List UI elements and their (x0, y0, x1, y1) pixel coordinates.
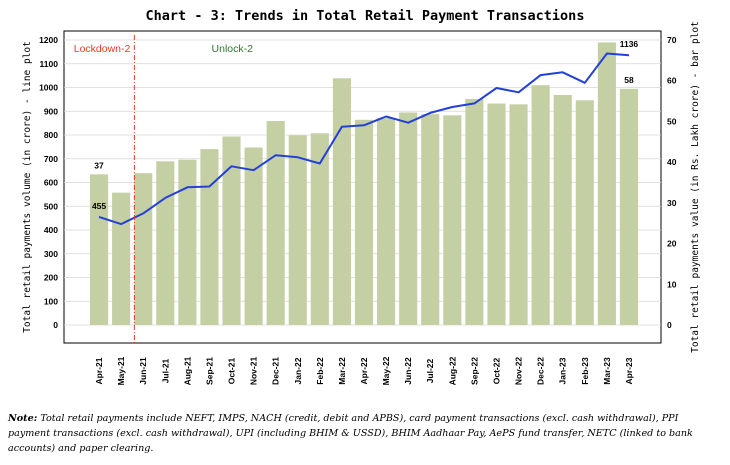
x-tick-Sep-21: Sep-21 (204, 357, 214, 385)
x-tick-Nov-22: Nov-22 (514, 357, 524, 386)
x-tick-Dec-21: Dec-21 (271, 357, 281, 385)
x-tick-Oct-22: Oct-22 (491, 358, 501, 385)
x-tick-Oct-21: Oct-21 (227, 358, 237, 385)
bar-Dec-22 (531, 85, 550, 325)
line-series (98, 52, 630, 226)
bar-Nov-21 (244, 147, 263, 325)
volume-line (98, 52, 630, 226)
footnote: Note: Total retail payments include NEFT… (8, 411, 723, 456)
x-tick-Jan-23: Jan-23 (558, 357, 568, 384)
bar-Aug-21 (178, 159, 197, 325)
left-axis-ticks: 0 100 200 300 400 500 600 700 800 900 1000 1100 1200 (39, 35, 58, 330)
annotations: Lockdown-2 Unlock-2 (74, 35, 253, 343)
data-label-455: 455 (92, 201, 106, 211)
x-tick-Jan-22: Jan-22 (293, 357, 303, 384)
x-tick-Nov-21: Nov-21 (249, 357, 259, 386)
bar-Oct-21 (222, 136, 241, 325)
chart: 0100200300400500600700800900100011001200… (22, 21, 701, 385)
y-left-tick-500: 500 (44, 201, 58, 211)
y-left-tick-100: 100 (44, 296, 58, 306)
bar-Mar-23 (597, 42, 616, 325)
y-right-tick-70: 70 (667, 35, 677, 45)
unlock-label: Unlock-2 (212, 43, 254, 55)
bar-Jul-22 (421, 114, 440, 325)
bar-Sep-21 (200, 149, 219, 325)
bar-Apr-23 (619, 88, 639, 325)
y-right-tick-0: 0 (667, 320, 672, 330)
bar-series (89, 42, 639, 326)
x-tick-Mar-23: Mar-23 (602, 357, 612, 385)
y-axis-left-label: Total retail payments volume (in crore) … (22, 41, 33, 333)
y-left-tick-1000: 1000 (39, 83, 58, 93)
footnote-prefix: Note: (8, 413, 38, 424)
y-left-tick-800: 800 (44, 130, 58, 140)
y-left-tick-1100: 1100 (40, 59, 59, 69)
bar-Nov-22 (509, 104, 528, 325)
y-right-tick-50: 50 (667, 116, 677, 126)
data-label-37: 37 (94, 160, 104, 170)
x-tick-Feb-23: Feb-23 (580, 357, 590, 385)
bar-Feb-23 (575, 100, 594, 325)
bar-Oct-22 (487, 103, 506, 325)
x-tick-Jul-22: Jul-22 (425, 358, 435, 383)
y-left-tick-200: 200 (44, 273, 58, 283)
y-left-tick-700: 700 (44, 154, 58, 164)
x-tick-Mar-22: Mar-22 (337, 357, 347, 385)
bar-Aug-22 (443, 115, 462, 325)
bar-Jan-22 (288, 135, 307, 325)
data-label-58: 58 (624, 75, 634, 85)
y-left-tick-0: 0 (53, 320, 58, 330)
x-tick-Feb-22: Feb-22 (315, 357, 325, 385)
x-tick-Jul-21: Jul-21 (160, 358, 170, 383)
bar-Jul-21 (156, 161, 175, 325)
footnote-text: Total retail payments include NEFT, IMPS… (8, 413, 693, 454)
bar-Jan-23 (553, 94, 572, 325)
y-left-tick-900: 900 (44, 106, 58, 116)
bar-Jun-21 (134, 173, 153, 325)
y-right-tick-10: 10 (667, 279, 677, 289)
bar-Mar-22 (332, 78, 351, 326)
y-left-tick-300: 300 (44, 249, 58, 259)
bar-Apr-22 (354, 119, 374, 325)
lockdown-label: Lockdown-2 (74, 43, 131, 55)
data-label-1136: 1136 (620, 39, 639, 49)
x-tick-Sep-22: Sep-22 (469, 357, 479, 385)
x-tick-Apr-23: Apr-23 (624, 357, 634, 384)
x-tick-Aug-22: Aug-22 (447, 356, 457, 385)
bar-Dec-21 (266, 121, 285, 326)
y-left-tick-400: 400 (44, 225, 58, 235)
plot-frame (63, 30, 662, 344)
x-tick-Jun-21: Jun-21 (138, 357, 148, 385)
x-tick-Apr-22: Apr-22 (359, 357, 369, 384)
y-left-tick-1200: 1200 (39, 35, 58, 45)
bar-Sep-22 (465, 99, 484, 326)
bar-May-21 (112, 192, 131, 325)
y-right-tick-60: 60 (667, 76, 677, 86)
bar-Jun-22 (399, 112, 418, 325)
x-axis-ticks: Apr-21 May-21 Jun-21 Jul-21 Aug-21 Sep-21 Oct-… (94, 356, 634, 385)
y-axis-right-label: Total retail payments value (in Rs. Lakh… (690, 21, 701, 353)
y-right-tick-40: 40 (667, 157, 677, 167)
x-tick-May-21: May-21 (116, 356, 126, 385)
x-tick-Dec-22: Dec-22 (536, 357, 546, 385)
x-tick-Jun-22: Jun-22 (403, 357, 413, 385)
y-right-tick-30: 30 (667, 198, 677, 208)
bar-Feb-22 (310, 133, 329, 325)
bar-May-22 (377, 118, 396, 326)
bar-Apr-21 (89, 174, 109, 325)
y-left-tick-600: 600 (44, 178, 58, 188)
chart-title: Chart - 3: Trends in Total Retail Paymen… (145, 8, 585, 24)
data-labels: 37 58 455 1136 (92, 39, 639, 211)
right-axis-ticks: 0 10 20 30 40 50 60 70 (667, 35, 677, 330)
x-tick-Aug-21: Aug-21 (182, 356, 192, 385)
x-tick-Apr-21: Apr-21 (94, 357, 104, 384)
x-tick-May-22: May-22 (381, 356, 391, 385)
y-right-tick-20: 20 (667, 239, 677, 249)
